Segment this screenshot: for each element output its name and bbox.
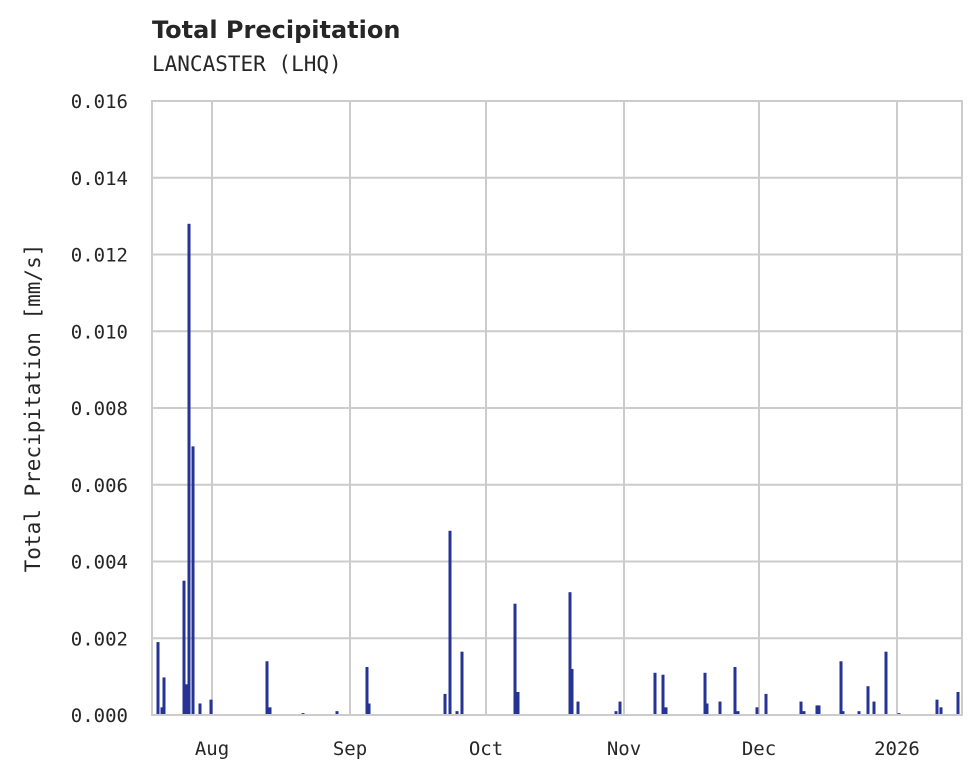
precip-bar	[365, 667, 369, 715]
precip-bar	[448, 530, 452, 715]
precip-bar	[182, 580, 186, 715]
data-bars	[156, 223, 960, 716]
precip-bar	[866, 686, 870, 715]
x-tick-label: Sep	[333, 738, 367, 760]
precip-bar	[568, 592, 572, 715]
precip-bar	[614, 711, 618, 715]
precip-bar	[664, 707, 668, 715]
precip-bar	[718, 701, 722, 715]
precip-bar	[513, 603, 517, 715]
precip-bar	[884, 651, 888, 715]
x-tick-label: Nov	[607, 738, 641, 760]
y-tick-label: 0.014	[71, 168, 128, 190]
grid-lines	[152, 100, 962, 716]
precip-bar	[939, 707, 943, 715]
chart-subtitle: LANCASTER (LHQ)	[152, 52, 342, 76]
precip-bar	[576, 701, 580, 715]
precip-bar	[185, 684, 189, 715]
precip-bar	[755, 707, 759, 715]
precip-bar	[841, 711, 845, 715]
precip-bar	[935, 699, 939, 715]
precip-bar	[455, 711, 459, 715]
precip-bar	[736, 711, 740, 715]
chart-title: Total Precipitation	[152, 16, 401, 44]
precip-bar	[460, 651, 464, 715]
plot-frame	[151, 100, 963, 716]
precip-bar	[191, 446, 195, 715]
precip-bar	[956, 691, 960, 715]
precip-bar	[570, 668, 574, 715]
precip-bar	[268, 707, 272, 715]
precip-bar	[815, 705, 819, 715]
y-tick-label: 0.000	[71, 705, 128, 727]
x-tick-label: Aug	[195, 738, 229, 760]
precip-bar	[872, 701, 876, 715]
x-axis-ticks: Aug Sep Oct Nov Dec 2026	[195, 738, 920, 760]
precip-bar	[705, 703, 709, 715]
precip-bar	[764, 693, 768, 715]
x-tick-label: Oct	[469, 738, 503, 760]
precip-bar	[618, 701, 622, 715]
precip-bar	[817, 705, 821, 715]
precip-bar	[156, 642, 160, 715]
y-axis-label: Total Precipitation [mm/s]	[21, 244, 45, 573]
y-tick-label: 0.008	[71, 398, 128, 420]
precip-bar	[802, 711, 806, 715]
precip-bar	[335, 711, 339, 715]
y-tick-label: 0.012	[71, 245, 128, 267]
y-tick-label: 0.004	[71, 552, 128, 574]
precip-bar	[187, 223, 191, 716]
y-tick-label: 0.016	[71, 91, 128, 113]
precip-bar	[661, 674, 665, 715]
precip-bar	[209, 699, 213, 715]
precip-bar	[703, 672, 707, 715]
x-tick-label: 2026	[874, 738, 920, 760]
precip-bar	[733, 667, 737, 715]
precip-bar	[839, 661, 843, 715]
y-tick-label: 0.006	[71, 475, 128, 497]
y-tick-label: 0.010	[71, 321, 128, 343]
x-tick-label: Dec	[742, 738, 776, 760]
precip-bar	[799, 701, 803, 715]
precip-bar	[198, 703, 202, 715]
precip-bar	[265, 661, 269, 715]
precip-bar	[162, 677, 166, 715]
precip-bar	[443, 693, 447, 715]
precip-bar	[857, 711, 861, 715]
precip-bar	[516, 691, 520, 715]
y-axis-ticks: 0.000 0.002 0.004 0.006 0.008 0.010 0.012 0.014…	[71, 91, 128, 727]
y-tick-label: 0.002	[71, 628, 128, 650]
precip-bar	[653, 672, 657, 715]
precip-bar	[160, 707, 164, 715]
precip-bar	[367, 703, 371, 715]
